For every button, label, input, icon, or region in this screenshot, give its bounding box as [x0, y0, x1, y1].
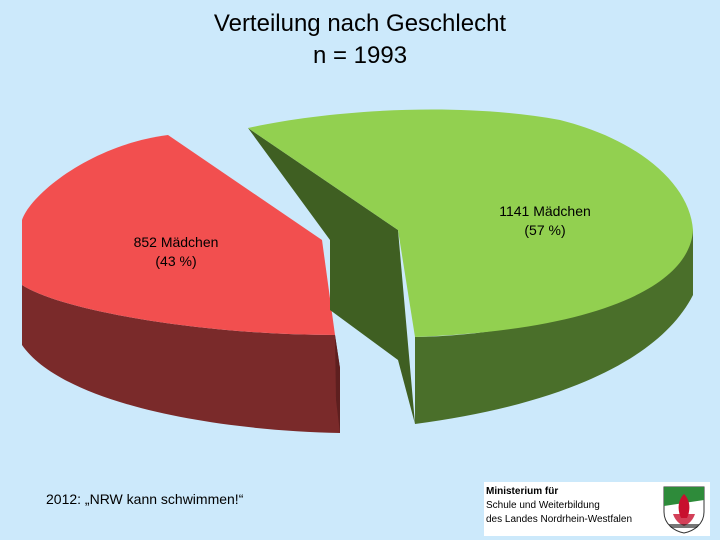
pie-slice-852-side [22, 285, 340, 433]
pie-slice-852-top [22, 135, 335, 335]
pie-slice-1141-wall [248, 128, 415, 424]
ministry-logo-text: Ministerium für Schule und Weiterbildung… [486, 485, 632, 527]
pie-slice-1141-side [415, 230, 693, 424]
nrw-crest-icon [663, 486, 705, 534]
pie-slice-852-wedge-wall [335, 335, 340, 433]
chart-title: Verteilung nach Geschlecht n = 1993 [0, 8, 720, 72]
chart-title-line1: Verteilung nach Geschlecht [213, 10, 507, 37]
chart-title-line2: n = 1993 [312, 42, 408, 69]
ministry-logo-line1: Ministerium für [486, 486, 559, 497]
ministry-logo-line3: des Landes Nordrhein-Westfalen [486, 514, 633, 525]
ministry-logo-line2: Schule und Weiterbildung [486, 500, 600, 511]
slice-label-1141-line2: (57 %) [524, 222, 565, 238]
footer-caption: 2012: „NRW kann schwimmen!“ [46, 491, 244, 507]
slice-label-852-line2: (43 %) [155, 253, 196, 269]
slice-label-852-line1: 852 Mädchen [134, 234, 219, 250]
pie-slice-1141-top [248, 109, 693, 337]
slice-label-1141-line1: 1141 Mädchen [499, 203, 591, 219]
ministry-logo: Ministerium für Schule und Weiterbildung… [484, 482, 710, 536]
